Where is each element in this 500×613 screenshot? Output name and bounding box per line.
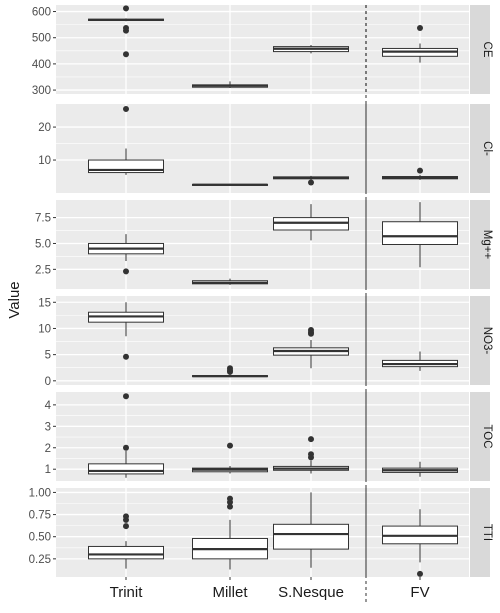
- outlier-point: [123, 268, 129, 275]
- panel-NO3-: 0 5 10 15 NO3-: [38, 296, 493, 388]
- box-Trinit: [88, 302, 164, 360]
- y-tick-label: 4: [45, 400, 52, 412]
- outlier-point: [123, 393, 129, 400]
- box-Trinit: [88, 105, 164, 175]
- y-axis-label: Value: [6, 281, 23, 318]
- facet-strip-label: TTI: [481, 524, 493, 541]
- panel-background: [56, 296, 469, 385]
- y-tick-label: 400: [32, 59, 51, 71]
- outlier-point: [308, 179, 314, 186]
- box-S.Nesque: [273, 204, 349, 241]
- panel-background: [56, 104, 469, 193]
- outlier-point: [123, 444, 129, 451]
- facet-strip-label: NO3-: [481, 327, 493, 355]
- panel-Mg++: 2.5 5.0 7.5 Mg++: [35, 200, 493, 289]
- y-tick-label: 0: [45, 376, 51, 388]
- facet-strip: [470, 488, 490, 577]
- facet-strip-label: Mg++: [481, 230, 493, 260]
- outlier-point: [123, 353, 129, 360]
- box-S.Nesque: [273, 492, 349, 568]
- facet-panels: 300 400 500 600 CE 10 20 Cl- 2.5 5.0 7.5 Mg++ 0 5 10 15…: [29, 5, 493, 577]
- box-FV: [382, 351, 458, 371]
- facet-strip: [470, 392, 490, 481]
- box-Trinit: [88, 5, 164, 58]
- facet-strip-label: CE: [481, 42, 493, 58]
- y-tick-label: 2.5: [35, 264, 51, 276]
- facet-strip-label: TOC: [481, 424, 493, 448]
- box-FV: [382, 167, 458, 180]
- outlier-point: [123, 51, 129, 58]
- outlier-point: [308, 436, 314, 443]
- outlier-point: [123, 105, 129, 112]
- outlier-point: [227, 503, 233, 510]
- panel-TTI: 0.25 0.50 0.75 1.00 TTI: [29, 487, 493, 577]
- outlier-point: [123, 516, 129, 523]
- x-category-label: Millet: [212, 584, 248, 601]
- y-tick-label: 15: [38, 297, 51, 309]
- panel-Cl-: 10 20 Cl-: [38, 104, 493, 193]
- box-iqr: [88, 545, 164, 560]
- facet-strip: [470, 5, 490, 94]
- panel-TOC: 1 2 3 4 TOC: [45, 392, 493, 481]
- box-S.Nesque: [273, 175, 349, 186]
- facet-strip: [470, 104, 490, 193]
- outlier-point: [417, 25, 423, 32]
- box-Millet: [192, 442, 268, 474]
- box-Millet: [192, 495, 268, 570]
- y-tick-label: 20: [38, 122, 51, 134]
- y-tick-label: 300: [32, 85, 51, 97]
- outlier-point: [123, 5, 129, 12]
- box-FV: [382, 202, 458, 268]
- y-tick-label: 0.75: [29, 510, 51, 522]
- box-Millet: [192, 183, 268, 186]
- box-FV: [382, 509, 458, 577]
- box-S.Nesque: [273, 436, 349, 474]
- box-S.Nesque: [273, 45, 349, 54]
- y-tick-label: 1.00: [29, 487, 51, 499]
- outlier-point: [417, 167, 423, 174]
- box-iqr: [382, 221, 458, 246]
- y-tick-label: 5.0: [35, 238, 51, 250]
- outlier-point: [308, 454, 314, 461]
- y-tick-label: 0.50: [29, 532, 51, 544]
- y-tick-label: 10: [38, 323, 51, 335]
- y-tick-label: 2: [45, 443, 51, 455]
- panel-CE: 300 400 500 600 CE: [32, 5, 493, 97]
- x-axis: Trinit Millet S.Nesque FV: [110, 5, 430, 605]
- box-Trinit: [88, 234, 164, 275]
- x-category-label: Trinit: [110, 584, 144, 601]
- outlier-point: [308, 330, 314, 337]
- box-Millet: [192, 365, 268, 378]
- y-tick-label: 7.5: [35, 213, 51, 225]
- outlier-point: [227, 368, 233, 375]
- box-Millet: [192, 81, 268, 88]
- y-tick-label: 600: [32, 7, 51, 19]
- box-FV: [382, 461, 458, 477]
- box-Millet: [192, 278, 268, 285]
- y-tick-label: 3: [45, 421, 51, 433]
- outlier-point: [417, 570, 423, 577]
- outlier-point: [123, 523, 129, 530]
- facet-strip: [470, 200, 490, 289]
- x-category-label: S.Nesque: [278, 584, 344, 601]
- box-iqr: [88, 463, 164, 475]
- y-tick-label: 5: [45, 350, 51, 362]
- box-S.Nesque: [273, 327, 349, 369]
- outlier-point: [123, 27, 129, 34]
- x-category-label: FV: [410, 584, 429, 601]
- box-Trinit: [88, 393, 164, 478]
- y-tick-label: 0.25: [29, 554, 51, 566]
- y-tick-label: 10: [38, 155, 51, 167]
- facet-strip-label: Cl-: [481, 141, 493, 156]
- box-iqr: [273, 523, 349, 550]
- facet-strip: [470, 296, 490, 385]
- y-tick-label: 500: [32, 33, 51, 45]
- box-FV: [382, 25, 458, 63]
- box-Trinit: [88, 513, 164, 569]
- outlier-point: [227, 499, 233, 506]
- outlier-point: [227, 442, 233, 449]
- y-tick-label: 1: [45, 464, 51, 476]
